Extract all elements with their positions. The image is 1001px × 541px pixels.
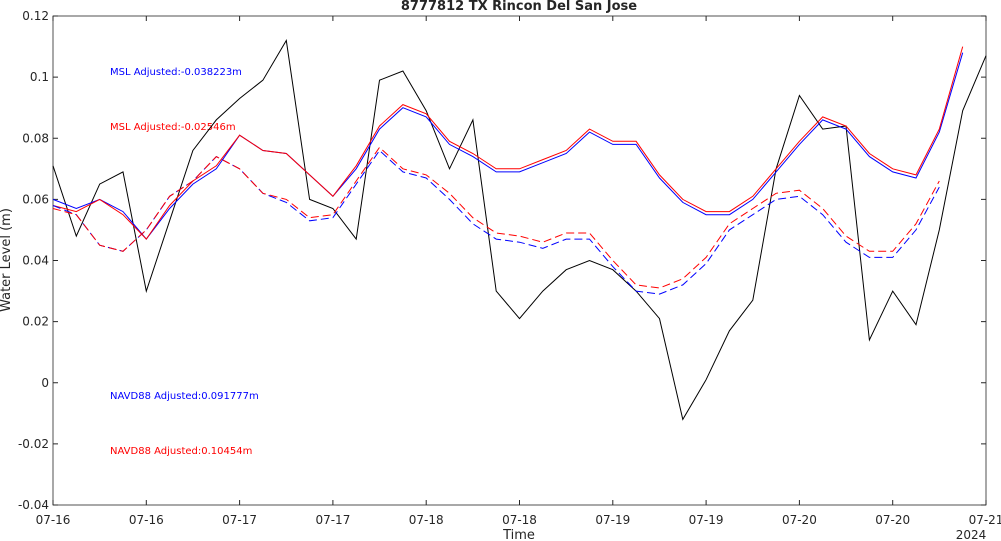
annotation: NAVD88 Adjusted:0.091777m <box>110 391 259 402</box>
x-tick-label: 07-17 <box>222 513 257 527</box>
plot-area <box>52 15 987 506</box>
series-line <box>52 39 987 421</box>
series-line <box>52 52 964 240</box>
y-tick-label: 0.1 <box>30 70 49 84</box>
x-tick-label: 07-16 <box>36 513 71 527</box>
y-tick-label: 0 <box>41 376 49 390</box>
annotation: MSL Adjusted:-0.038223m <box>110 67 242 78</box>
x-tick-label: 07-18 <box>502 513 537 527</box>
y-tick-label: -0.04 <box>18 498 49 512</box>
x-tick-label: 07-18 <box>409 513 444 527</box>
annotation: NAVD88 Adjusted:0.10454m <box>110 446 252 457</box>
y-tick-label: 0.02 <box>22 315 49 329</box>
x-tick-label: 07-20 <box>875 513 910 527</box>
annotation: MSL Adjusted:-0.02546m <box>110 122 236 133</box>
y-tick-label: 0.12 <box>22 9 49 23</box>
x-tick-label: 07-19 <box>689 513 724 527</box>
x-tick-label: 07-16 <box>129 513 164 527</box>
y-tick-label: 0.04 <box>22 254 49 268</box>
series-line <box>52 146 940 289</box>
chart-title: 8777812 TX Rincon Del San Jose <box>401 0 637 14</box>
x-tick-label: 07-21 <box>969 513 1001 527</box>
x-year-label: 2024 <box>956 528 987 541</box>
y-tick-label: -0.02 <box>18 437 49 451</box>
series-line <box>52 46 964 240</box>
x-tick-label: 07-20 <box>782 513 817 527</box>
x-axis-label: Time <box>502 528 535 541</box>
y-axis-label: Water Level (m) <box>0 208 14 312</box>
x-tick-label: 07-17 <box>315 513 350 527</box>
y-tick-label: 0.06 <box>22 192 49 206</box>
y-tick-label: 0.08 <box>22 131 49 145</box>
x-tick-label: 07-19 <box>595 513 630 527</box>
